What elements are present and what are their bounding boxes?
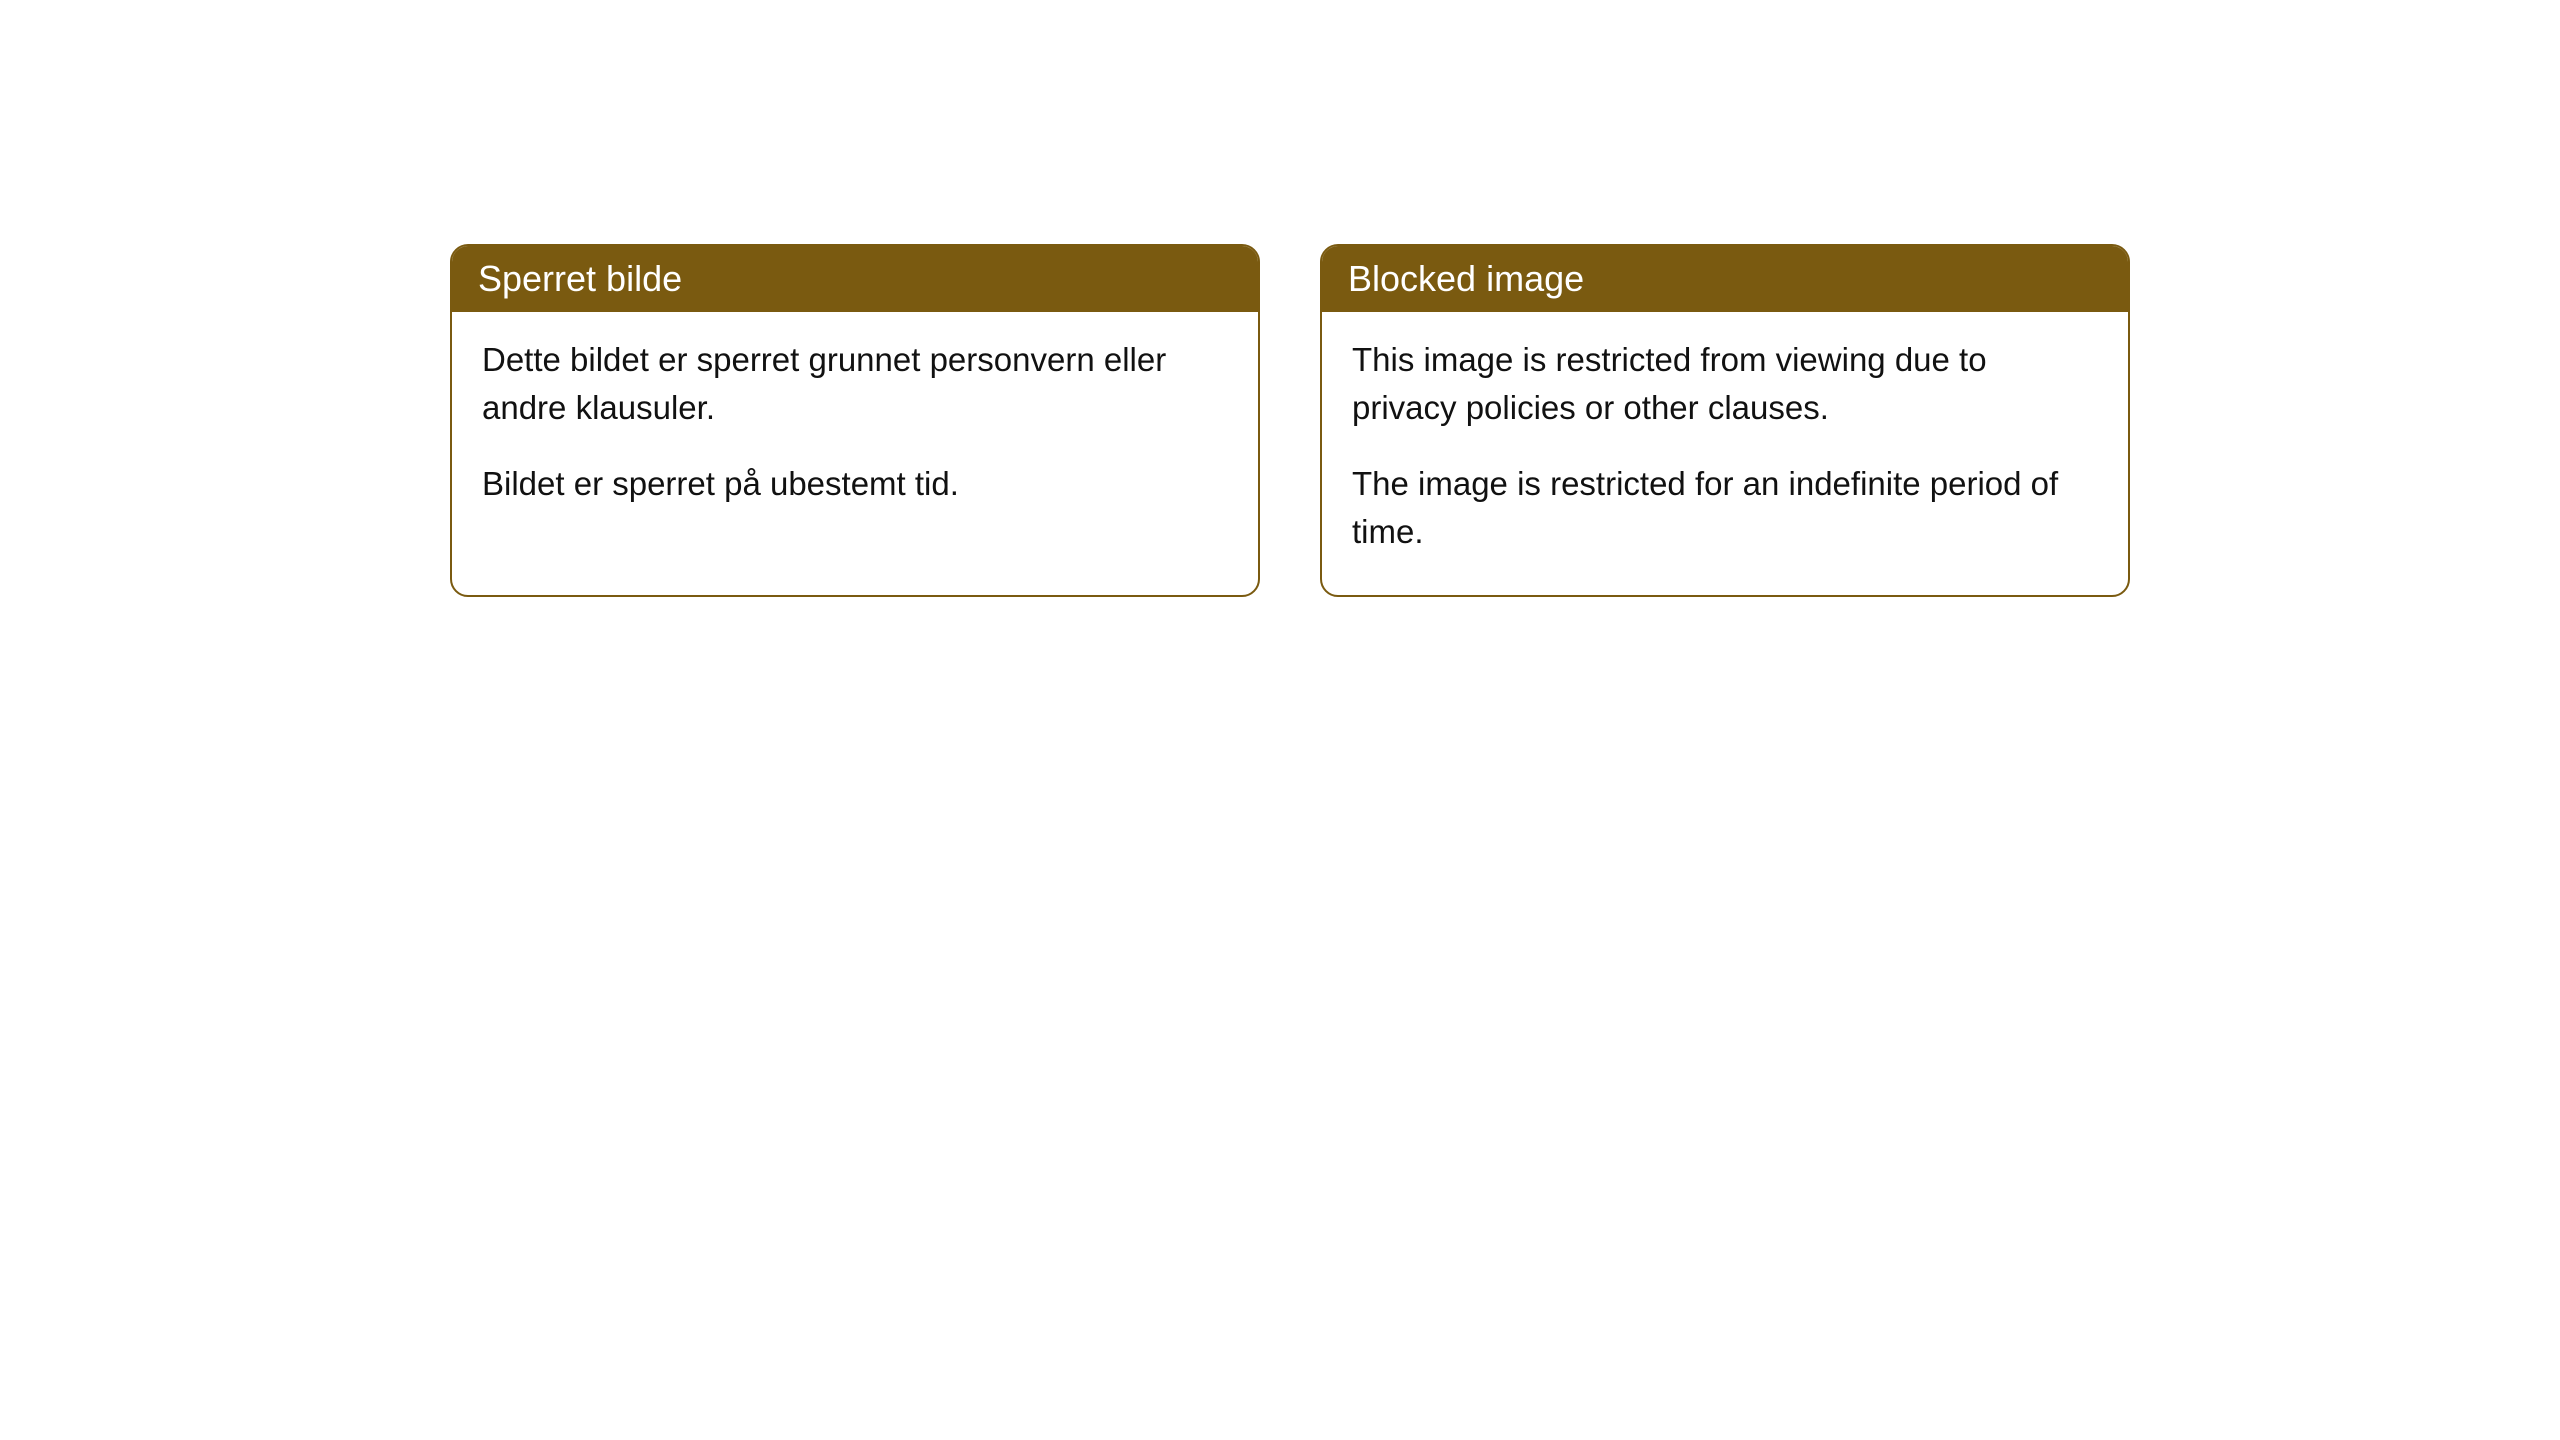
- card-header-en: Blocked image: [1322, 246, 2128, 312]
- blocked-image-card-no: Sperret bilde Dette bildet er sperret gr…: [450, 244, 1260, 597]
- blocked-image-card-en: Blocked image This image is restricted f…: [1320, 244, 2130, 597]
- card-header-no: Sperret bilde: [452, 246, 1258, 312]
- card-body-en: This image is restricted from viewing du…: [1322, 312, 2128, 595]
- cards-container: Sperret bilde Dette bildet er sperret gr…: [450, 244, 2130, 597]
- card-paragraph2-no: Bildet er sperret på ubestemt tid.: [482, 460, 1228, 508]
- card-paragraph2-en: The image is restricted for an indefinit…: [1352, 460, 2098, 556]
- card-paragraph1-en: This image is restricted from viewing du…: [1352, 336, 2098, 432]
- card-title-no: Sperret bilde: [478, 258, 682, 299]
- card-paragraph1-no: Dette bildet er sperret grunnet personve…: [482, 336, 1228, 432]
- card-body-no: Dette bildet er sperret grunnet personve…: [452, 312, 1258, 548]
- card-title-en: Blocked image: [1348, 258, 1584, 299]
